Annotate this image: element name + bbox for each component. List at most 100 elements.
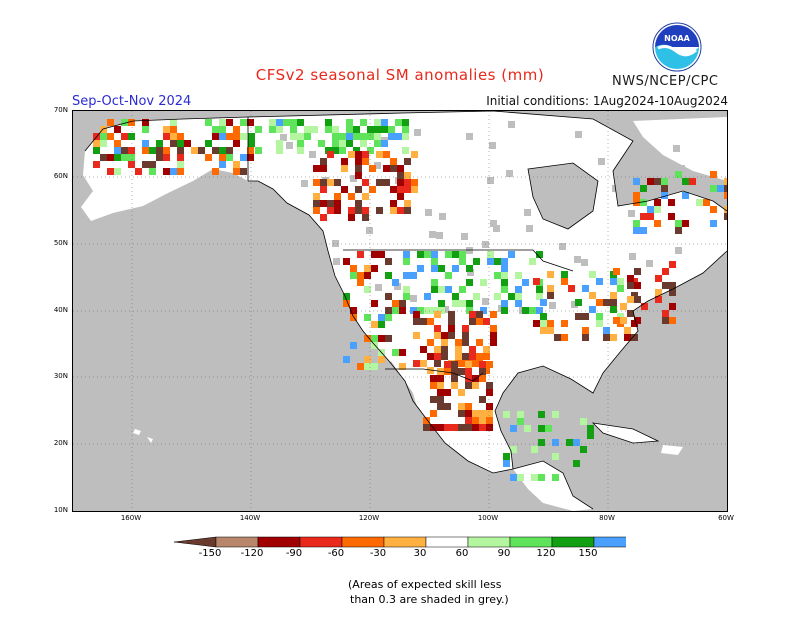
anomaly-cell xyxy=(107,154,114,161)
low-skill-cell xyxy=(574,256,581,263)
anomaly-cell xyxy=(313,200,320,207)
anomaly-cell xyxy=(545,425,552,432)
anomaly-cell xyxy=(297,140,304,147)
lon-label: 80W xyxy=(599,514,615,522)
colorbar-segment xyxy=(299,536,343,548)
anomaly-cell xyxy=(402,119,409,126)
colorbar-label: 60 xyxy=(455,548,469,559)
anomaly-cell xyxy=(640,227,647,234)
anomaly-cell xyxy=(325,126,332,133)
anomaly-cell xyxy=(501,307,508,314)
anomaly-cell xyxy=(357,272,364,279)
anomaly-cell xyxy=(348,151,355,158)
anomaly-cell xyxy=(610,278,617,285)
lat-label: 10N xyxy=(53,506,68,514)
anomaly-cell xyxy=(458,424,465,431)
anomaly-cell xyxy=(226,119,233,126)
anomaly-cell xyxy=(689,178,696,185)
anomaly-cell xyxy=(219,161,226,168)
anomaly-cell xyxy=(332,133,339,140)
anomaly-cell xyxy=(402,133,409,140)
lat-label: 70N xyxy=(53,106,68,114)
anomaly-cell xyxy=(219,126,226,133)
anomaly-cell xyxy=(655,275,662,282)
land-hawaii xyxy=(133,429,153,443)
anomaly-cell xyxy=(403,251,410,258)
anomaly-cell xyxy=(662,282,669,289)
anomaly-cell xyxy=(441,332,448,339)
colorbar-label: 120 xyxy=(536,548,556,559)
anomaly-map xyxy=(73,111,727,511)
anomaly-cell xyxy=(703,199,710,206)
anomaly-cell xyxy=(364,286,371,293)
anomaly-cell xyxy=(313,179,320,186)
anomaly-cell xyxy=(524,425,531,432)
anomaly-cell xyxy=(540,313,547,320)
low-skill-cell xyxy=(439,213,446,220)
anomaly-cell xyxy=(128,161,135,168)
anomaly-cell xyxy=(434,325,441,332)
anomaly-cell xyxy=(142,161,149,168)
anomaly-cell xyxy=(388,126,395,133)
anomaly-cell xyxy=(552,474,559,481)
low-skill-cell xyxy=(482,241,489,248)
anomaly-cell xyxy=(355,207,362,214)
anomaly-cell xyxy=(226,133,233,140)
anomaly-cell xyxy=(376,151,383,158)
low-skill-cell xyxy=(489,142,496,149)
anomaly-cell xyxy=(350,272,357,279)
anomaly-cell xyxy=(634,268,641,275)
anomaly-cell xyxy=(668,199,675,206)
anomaly-cell xyxy=(610,306,617,313)
anomaly-cell xyxy=(483,353,490,360)
anomaly-cell xyxy=(100,133,107,140)
anomaly-cell xyxy=(669,289,676,296)
lat-label: 50N xyxy=(53,239,68,247)
anomaly-cell xyxy=(378,335,385,342)
anomaly-cell xyxy=(654,199,661,206)
anomaly-cell xyxy=(494,272,501,279)
lat-label: 30N xyxy=(53,372,68,380)
anomaly-cell xyxy=(469,353,476,360)
anomaly-cell xyxy=(397,207,404,214)
anomaly-cell xyxy=(448,318,455,325)
anomaly-cell xyxy=(149,147,156,154)
anomaly-cell xyxy=(376,207,383,214)
low-skill-cell xyxy=(442,306,449,313)
anomaly-cell xyxy=(149,168,156,175)
anomaly-cell xyxy=(290,133,297,140)
anomaly-cell xyxy=(459,251,466,258)
anomaly-cell xyxy=(486,403,493,410)
anomaly-cell xyxy=(724,178,727,185)
anomaly-cell xyxy=(476,311,483,318)
anomaly-cell xyxy=(100,140,107,147)
anomaly-cell xyxy=(682,192,689,199)
anomaly-cell xyxy=(462,353,469,360)
anomaly-cell xyxy=(580,446,587,453)
anomaly-cell xyxy=(364,356,371,363)
anomaly-cell xyxy=(420,318,427,325)
anomaly-cell xyxy=(121,119,128,126)
low-skill-cell xyxy=(482,298,489,305)
anomaly-cell xyxy=(634,317,641,324)
anomaly-cell xyxy=(107,133,114,140)
anomaly-cell xyxy=(411,186,418,193)
anomaly-cell xyxy=(334,200,341,207)
anomaly-cell xyxy=(339,140,346,147)
anomaly-cell xyxy=(430,396,437,403)
anomaly-cell xyxy=(343,356,350,363)
anomaly-cell xyxy=(587,432,594,439)
anomaly-cell xyxy=(486,424,493,431)
anomaly-cell xyxy=(255,147,262,154)
anomaly-cell xyxy=(413,332,420,339)
anomaly-cell xyxy=(438,300,445,307)
anomaly-cell xyxy=(486,382,493,389)
anomaly-cell xyxy=(362,193,369,200)
anomaly-cell xyxy=(458,368,465,375)
anomaly-cell xyxy=(304,133,311,140)
anomaly-cell xyxy=(490,311,497,318)
anomaly-cell xyxy=(378,314,385,321)
anomaly-cell xyxy=(385,293,392,300)
anomaly-cell xyxy=(501,279,508,286)
anomaly-cell xyxy=(362,179,369,186)
